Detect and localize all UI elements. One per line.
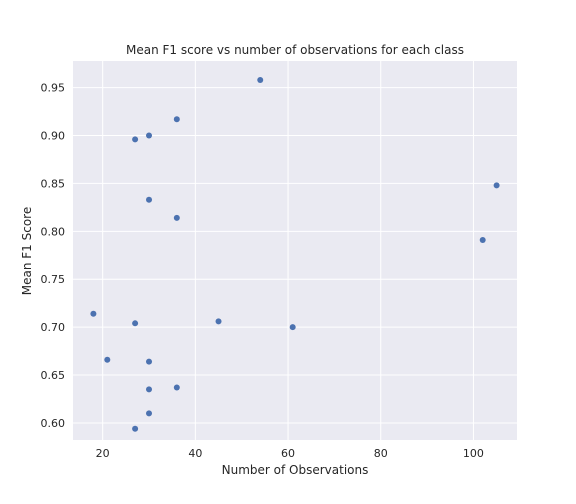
scatter-point [479,236,486,243]
x-axis-ticks: 20 40 60 80 100 [96,447,484,460]
y-tick-label: 0.95 [41,82,66,95]
scatter-point [132,320,139,327]
scatter-point [289,324,296,331]
y-tick-label: 0.80 [41,225,66,238]
scatter-point [146,386,153,393]
scatter-point [173,384,180,391]
scatter-point [132,425,139,432]
scatter-point [215,318,222,325]
y-axis-ticks: 0.60 0.65 0.70 0.75 0.80 0.85 0.90 0.95 [41,82,66,430]
x-tick-label: 20 [96,447,110,460]
x-tick-label: 100 [463,447,484,460]
scatter-point [146,132,153,139]
scatter-point [493,182,500,189]
scatter-point [90,310,97,317]
scatter-point [146,410,153,417]
chart-title: Mean F1 score vs number of observations … [126,43,464,57]
scatter-point [173,116,180,123]
y-tick-label: 0.65 [41,369,66,382]
x-tick-label: 80 [374,447,388,460]
x-tick-label: 40 [188,447,202,460]
plot-area [73,61,517,440]
y-axis-label: Mean F1 Score [20,207,34,295]
data-points [90,76,500,432]
y-tick-label: 0.75 [41,273,66,286]
y-tick-label: 0.90 [41,130,66,143]
y-tick-label: 0.60 [41,417,66,430]
scatter-point [146,358,153,365]
scatter-point [132,136,139,143]
y-tick-label: 0.70 [41,321,66,334]
y-tick-label: 0.85 [41,177,66,190]
scatter-point [173,214,180,221]
scatter-point [104,356,111,363]
x-axis-label: Number of Observations [222,463,369,477]
scatter-point [146,196,153,203]
x-tick-label: 60 [281,447,295,460]
scatter-point [257,76,264,83]
